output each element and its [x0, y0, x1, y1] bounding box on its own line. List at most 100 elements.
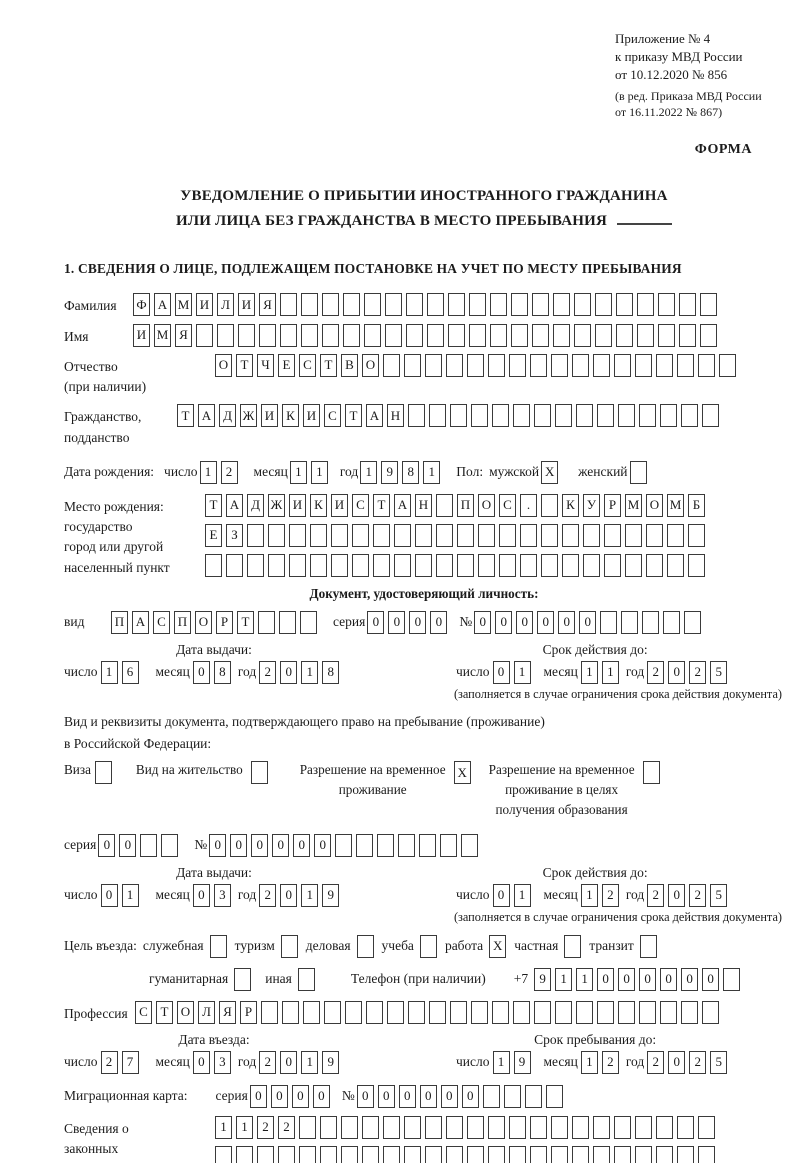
- char-cell[interactable]: 0: [280, 660, 298, 684]
- char-cell[interactable]: Е: [205, 523, 222, 547]
- purpose-transit-checkbox[interactable]: [639, 934, 661, 958]
- char-cell[interactable]: [642, 761, 660, 785]
- purpose-work-checkbox[interactable]: X: [489, 934, 510, 958]
- char-cell[interactable]: [513, 404, 530, 428]
- char-cell[interactable]: Т: [320, 353, 337, 377]
- char-cell[interactable]: Я: [259, 293, 276, 317]
- char-cell[interactable]: У: [583, 493, 600, 517]
- char-cell[interactable]: Д: [219, 404, 236, 428]
- char-cell[interactable]: [658, 323, 675, 347]
- char-cell[interactable]: 0: [474, 610, 492, 634]
- char-cell[interactable]: [688, 523, 705, 547]
- char-cell[interactable]: [583, 523, 600, 547]
- char-cell[interactable]: [425, 1145, 442, 1163]
- temp-residence-checkbox[interactable]: X: [453, 761, 475, 785]
- char-cell[interactable]: [553, 323, 570, 347]
- char-cell[interactable]: [236, 1145, 253, 1163]
- char-cell[interactable]: 0: [579, 610, 597, 634]
- char-cell[interactable]: [467, 1145, 484, 1163]
- char-cell[interactable]: [320, 1145, 337, 1163]
- char-cell[interactable]: [419, 934, 437, 958]
- char-cell[interactable]: Н: [387, 404, 404, 428]
- char-cell[interactable]: 0: [398, 1084, 416, 1108]
- char-cell[interactable]: [278, 1145, 295, 1163]
- char-cell[interactable]: [446, 1115, 463, 1139]
- char-cell[interactable]: 9: [322, 883, 340, 907]
- char-cell[interactable]: [282, 1000, 299, 1024]
- char-cell[interactable]: [511, 293, 528, 317]
- char-cell[interactable]: 0: [249, 1084, 267, 1108]
- char-cell[interactable]: [621, 610, 639, 634]
- char-cell[interactable]: 2: [259, 660, 277, 684]
- char-cell[interactable]: [656, 1115, 673, 1139]
- char-cell[interactable]: 0: [668, 883, 686, 907]
- char-cell[interactable]: [469, 323, 486, 347]
- char-cell[interactable]: [140, 833, 158, 857]
- char-cell[interactable]: [555, 404, 572, 428]
- char-cell[interactable]: И: [331, 493, 348, 517]
- char-cell[interactable]: 2: [647, 660, 665, 684]
- guardians-cells-row2[interactable]: [215, 1145, 719, 1163]
- char-cell[interactable]: 0: [597, 967, 615, 991]
- char-cell[interactable]: 1: [492, 1050, 510, 1074]
- char-cell[interactable]: [492, 404, 509, 428]
- char-cell[interactable]: [161, 833, 179, 857]
- char-cell[interactable]: Д: [247, 493, 264, 517]
- char-cell[interactable]: [258, 610, 275, 634]
- char-cell[interactable]: [698, 1115, 715, 1139]
- char-cell[interactable]: [723, 967, 741, 991]
- char-cell[interactable]: [618, 404, 635, 428]
- char-cell[interactable]: 6: [121, 660, 139, 684]
- char-cell[interactable]: [385, 323, 402, 347]
- char-cell[interactable]: [530, 1145, 547, 1163]
- char-cell[interactable]: [604, 523, 621, 547]
- char-cell[interactable]: О: [362, 353, 379, 377]
- sex-male-checkbox[interactable]: X: [541, 460, 562, 484]
- char-cell[interactable]: 1: [580, 1050, 598, 1074]
- char-cell[interactable]: 1: [121, 883, 139, 907]
- char-cell[interactable]: 5: [710, 883, 728, 907]
- char-cell[interactable]: [352, 523, 369, 547]
- char-cell[interactable]: [488, 1115, 505, 1139]
- char-cell[interactable]: [597, 1000, 614, 1024]
- char-cell[interactable]: [684, 610, 702, 634]
- char-cell[interactable]: [490, 293, 507, 317]
- char-cell[interactable]: [427, 293, 444, 317]
- char-cell[interactable]: [385, 293, 402, 317]
- char-cell[interactable]: [509, 1145, 526, 1163]
- char-cell[interactable]: 0: [419, 1084, 437, 1108]
- char-cell[interactable]: [280, 934, 298, 958]
- char-cell[interactable]: [614, 1145, 631, 1163]
- char-cell[interactable]: [429, 404, 446, 428]
- char-cell[interactable]: [532, 323, 549, 347]
- char-cell[interactable]: [532, 293, 549, 317]
- char-cell[interactable]: 0: [192, 883, 210, 907]
- char-cell[interactable]: И: [238, 293, 255, 317]
- char-cell[interactable]: 2: [259, 883, 277, 907]
- char-cell[interactable]: Л: [217, 293, 234, 317]
- char-cell[interactable]: В: [341, 353, 358, 377]
- char-cell[interactable]: 0: [270, 1084, 288, 1108]
- char-cell[interactable]: [600, 610, 618, 634]
- char-cell[interactable]: [679, 293, 696, 317]
- char-cell[interactable]: Я: [175, 323, 192, 347]
- char-cell[interactable]: [289, 523, 306, 547]
- char-cell[interactable]: [331, 553, 348, 577]
- char-cell[interactable]: [467, 1115, 484, 1139]
- char-cell[interactable]: [324, 1000, 341, 1024]
- char-cell[interactable]: 1: [576, 967, 594, 991]
- char-cell[interactable]: К: [562, 493, 579, 517]
- char-cell[interactable]: З: [226, 523, 243, 547]
- char-cell[interactable]: С: [299, 353, 316, 377]
- char-cell[interactable]: 0: [272, 833, 290, 857]
- char-cell[interactable]: [320, 1115, 337, 1139]
- char-cell[interactable]: [425, 1115, 442, 1139]
- char-cell[interactable]: 8: [402, 460, 420, 484]
